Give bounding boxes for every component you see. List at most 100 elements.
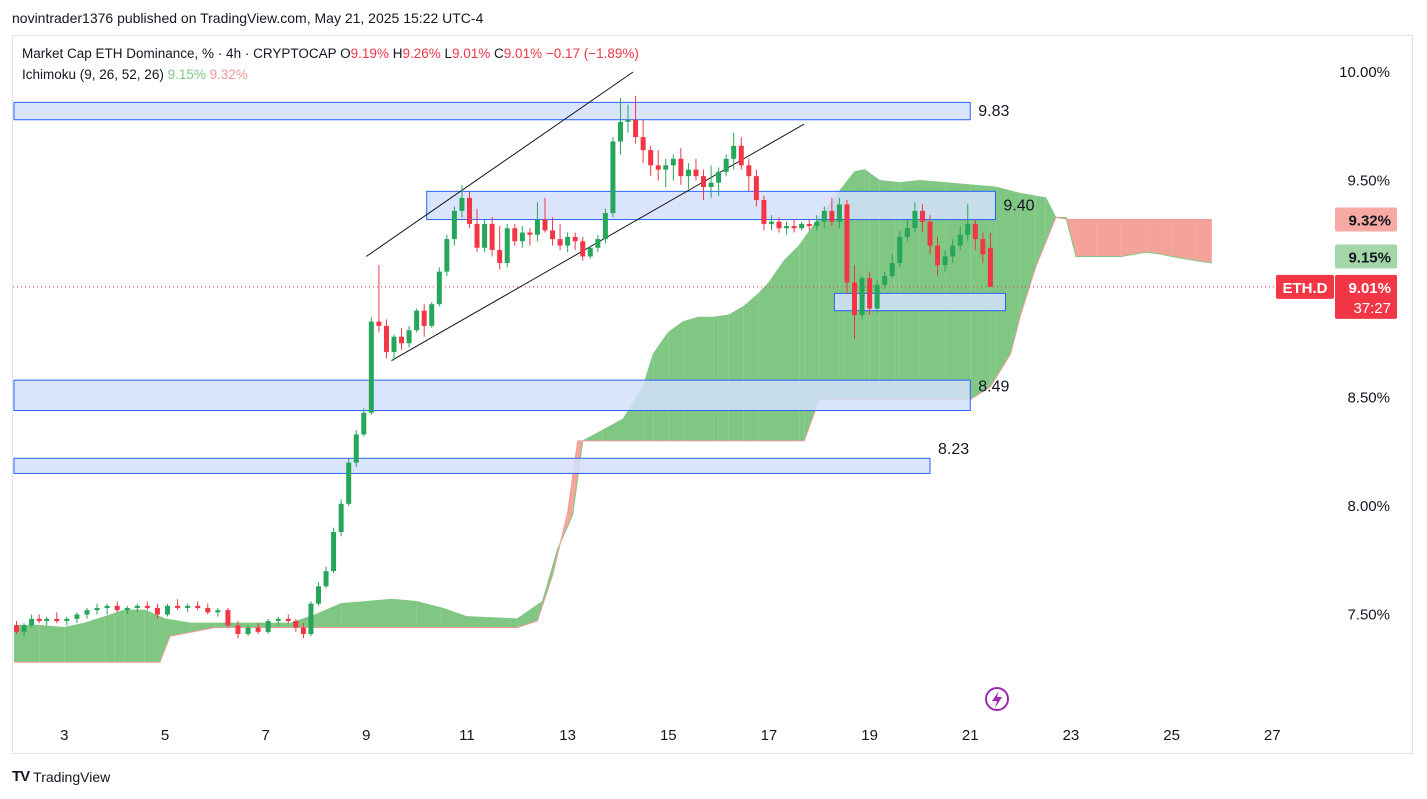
- legend-low-value: 9.01%: [452, 46, 491, 61]
- footer-brand: TradingView: [33, 768, 111, 785]
- candle: [874, 280, 880, 313]
- ichimoku-cloud-segment: [572, 440, 578, 515]
- candle-body: [693, 169, 699, 177]
- candle-body: [550, 230, 556, 240]
- candle: [225, 607, 231, 628]
- legend-symbol-row: Market Cap ETH Dominance, % · 4h · CRYPT…: [22, 46, 639, 61]
- ichimoku-cloud-segment: [879, 180, 895, 400]
- legend-symbol[interactable]: Market Cap ETH Dominance, % · 4h · CRYPT…: [22, 46, 337, 61]
- ichimoku-cloud-segment: [84, 616, 105, 663]
- candle: [859, 275, 865, 320]
- ichimoku-cloud-segment: [416, 601, 442, 628]
- ichimoku-cloud-segment: [864, 169, 870, 400]
- candle-body: [429, 304, 435, 326]
- candle: [353, 430, 359, 467]
- candle: [245, 625, 251, 637]
- lightning-icon: [985, 687, 1009, 711]
- candle-body: [595, 239, 601, 248]
- ichimoku-cloud-segment: [1121, 219, 1147, 257]
- candle: [165, 603, 171, 617]
- candle: [648, 145, 654, 177]
- candle: [512, 223, 518, 246]
- candle-body: [852, 282, 858, 316]
- ichimoku-cloud-segment: [758, 282, 769, 441]
- candle: [723, 154, 729, 177]
- candle-body: [919, 210, 925, 222]
- candle: [565, 232, 571, 253]
- candle: [436, 267, 442, 307]
- candle-body: [144, 605, 150, 608]
- legend-high-label: H: [392, 46, 403, 61]
- ichimoku-cloud-segment: [441, 607, 467, 628]
- candle-body: [882, 275, 888, 285]
- candle-body: [716, 171, 722, 183]
- ichimoku-cloud-segment: [1070, 219, 1076, 257]
- y-axis-tick-label: 8.00%: [1347, 498, 1390, 515]
- candle: [376, 265, 382, 333]
- candle-body: [950, 245, 956, 257]
- candle: [731, 132, 737, 170]
- candle-body: [414, 310, 420, 331]
- candle: [542, 197, 548, 233]
- candle: [610, 137, 616, 218]
- ichimoku-cloud-segment: [1171, 219, 1197, 261]
- candle: [451, 206, 457, 246]
- candle-body: [874, 284, 880, 309]
- candle: [300, 623, 306, 639]
- candle-body: [331, 532, 337, 572]
- ichimoku-cloud-segment: [728, 306, 744, 441]
- ichimoku-cloud-segment: [919, 180, 946, 400]
- candle-body: [791, 226, 797, 229]
- ichimoku-cloud-segment: [839, 184, 845, 400]
- legend-indicator[interactable]: Ichimoku (9, 26, 52, 26): [22, 67, 164, 82]
- candle: [285, 614, 291, 624]
- candle: [919, 204, 925, 233]
- candle: [308, 601, 314, 637]
- candle: [738, 137, 744, 170]
- candle: [84, 607, 90, 619]
- candle-body: [84, 610, 90, 615]
- ichimoku-cloud-segment: [784, 245, 800, 441]
- x-axis-tick-label: 9: [362, 727, 370, 744]
- candle-body: [436, 271, 442, 305]
- candle-body: [451, 210, 457, 240]
- candle: [753, 169, 759, 207]
- ichimoku-cloud-segment: [14, 625, 40, 663]
- candle-body: [859, 278, 865, 316]
- candle: [36, 614, 42, 624]
- candle: [154, 603, 160, 619]
- x-axis-tick-label: 5: [161, 727, 169, 744]
- candle: [799, 221, 805, 231]
- candle: [215, 607, 221, 617]
- candle-body: [74, 614, 80, 619]
- y-axis-tick-label: 7.50%: [1347, 607, 1390, 624]
- footer: TV TradingView: [12, 768, 110, 785]
- candle-body: [542, 219, 548, 231]
- ichimoku-cloud-segment: [1161, 219, 1172, 257]
- candle-body: [308, 603, 314, 635]
- y-axis-tick-label: 9.50%: [1347, 173, 1390, 190]
- y-axis-tick-label: 8.50%: [1347, 390, 1390, 407]
- axis-tag-label-span_b: 9.32%: [1348, 213, 1391, 230]
- x-axis-tick-label: 15: [660, 727, 677, 744]
- candle-body: [225, 610, 231, 626]
- candle: [21, 623, 27, 637]
- ichimoku-cloud-segment: [164, 618, 171, 650]
- candle-body: [94, 607, 100, 611]
- ichimoku-cloud-segment: [819, 191, 840, 400]
- candle: [124, 605, 130, 615]
- x-axis-tick-label: 27: [1264, 727, 1281, 744]
- ichimoku-cloud-segment: [698, 317, 714, 441]
- candle: [950, 239, 956, 263]
- candle-body: [54, 618, 60, 622]
- legend-close-label: C: [494, 46, 504, 61]
- ichimoku-cloud-segment: [341, 599, 392, 628]
- ichimoku-cloud-segment: [144, 610, 160, 663]
- candle: [550, 217, 556, 246]
- zone-label: 8.23: [938, 441, 969, 458]
- ichimoku-cloud-segment: [1146, 219, 1162, 255]
- candle-body: [806, 223, 812, 227]
- candle-body: [534, 219, 540, 235]
- candle-body: [14, 625, 20, 632]
